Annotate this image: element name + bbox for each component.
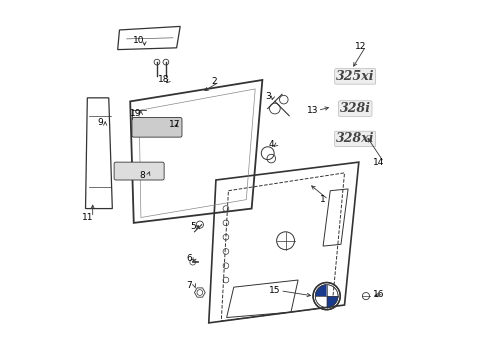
- FancyBboxPatch shape: [114, 162, 164, 180]
- Text: 19: 19: [129, 109, 141, 118]
- Text: 4: 4: [268, 140, 274, 149]
- Text: 17: 17: [169, 120, 180, 129]
- Text: 325xi: 325xi: [335, 70, 374, 83]
- FancyBboxPatch shape: [132, 117, 182, 137]
- Text: 13: 13: [306, 106, 318, 115]
- Text: 2: 2: [211, 77, 217, 86]
- Text: 7: 7: [186, 281, 192, 290]
- Text: 328i: 328i: [339, 102, 370, 115]
- Wedge shape: [326, 296, 337, 307]
- Text: 11: 11: [81, 213, 93, 222]
- Text: 6: 6: [186, 254, 192, 263]
- Text: 8: 8: [140, 171, 145, 180]
- Text: 18: 18: [158, 76, 169, 85]
- Text: 10: 10: [133, 36, 144, 45]
- Wedge shape: [315, 285, 326, 296]
- Text: 9: 9: [97, 118, 102, 127]
- Text: 328xi: 328xi: [335, 132, 374, 145]
- Text: 3: 3: [264, 91, 270, 100]
- Text: 16: 16: [372, 290, 384, 299]
- Text: 1: 1: [320, 195, 325, 204]
- Text: 12: 12: [354, 41, 366, 50]
- Text: 15: 15: [268, 286, 280, 295]
- Text: 14: 14: [372, 158, 384, 167]
- Text: 5: 5: [189, 222, 195, 231]
